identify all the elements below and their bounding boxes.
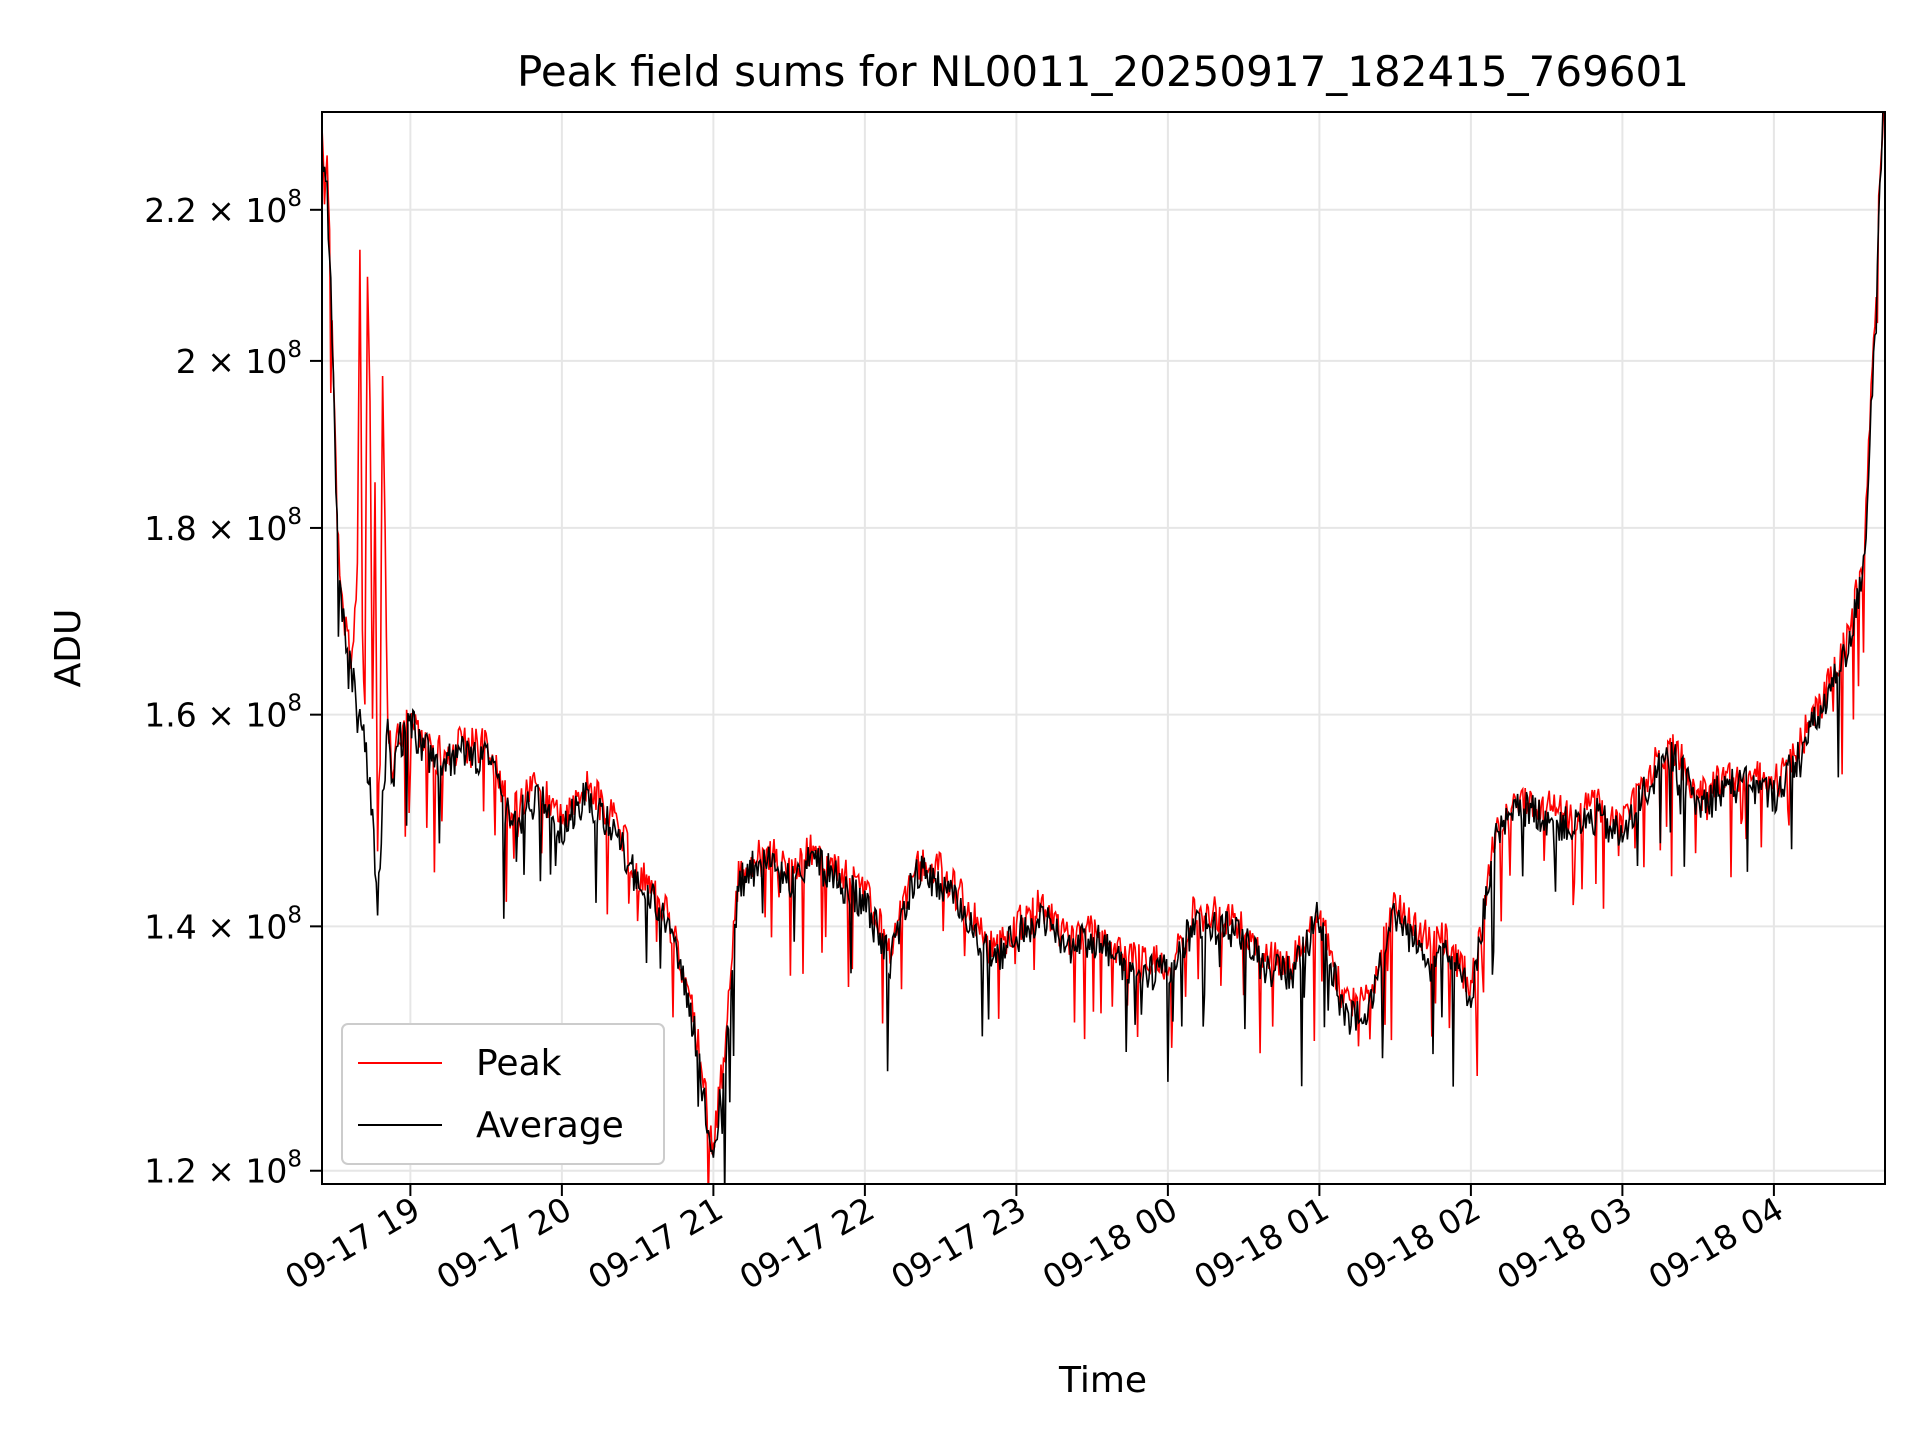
plot-frame [321,111,1886,1185]
y-tick-label: 1.6 × 108 [144,691,302,735]
y-tick-label: 2.2 × 108 [144,186,302,230]
series-line-average [322,112,1884,1184]
chart-title: Peak field sums for NL0011_20250917_1824… [517,47,1689,96]
legend-box [341,1023,665,1165]
x-axis-label: Time [1058,1360,1147,1401]
y-tick-label: 1.8 × 108 [144,504,302,548]
legend-label-peak: Peak [476,1043,562,1084]
y-tick-label: 2 × 108 [176,337,302,381]
legend: Peak Average [341,1023,665,1165]
y-axis: 1.2 × 108 1.4 × 108 1.6 × 108 1.8 × 108 2 × … [144,186,322,1191]
legend-label-average: Average [476,1105,624,1146]
y-tick-label: 1.2 × 108 [144,1147,302,1191]
y-tick-label: 1.4 × 108 [144,902,302,946]
y-axis-label: ADU [48,609,89,688]
series-layer [322,112,1885,1184]
grid [322,112,1885,1184]
